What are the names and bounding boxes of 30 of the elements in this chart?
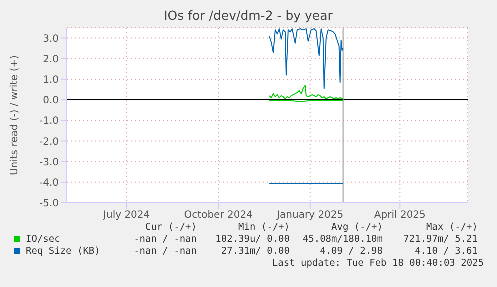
text: 4.09 / 2.98 [320, 246, 383, 257]
text: Max (-/+) [426, 222, 478, 233]
x-tick-label: April 2025 [374, 210, 426, 222]
y-tick-label: -5.0 [39, 198, 59, 210]
y-tick-label: 1.0 [43, 75, 59, 86]
text: 4.10 / 3.61 [415, 246, 478, 257]
y-axis-title: Units read (-) / write (+) [10, 55, 21, 176]
y-tick-label: -3.0 [39, 157, 59, 168]
text: -nan / -nan [134, 246, 197, 257]
text: Min (-/+) [238, 222, 290, 233]
text: -nan / -nan [134, 234, 197, 245]
x-tick-label: July 2024 [102, 210, 150, 222]
y-tick-label: -2.0 [39, 136, 59, 148]
text: 45.08m/180.10m [302, 234, 383, 245]
chart-title: IOs for /dev/dm-2 - by year [163, 8, 334, 23]
text: 27.31m/ 0.00 [221, 246, 290, 257]
y-tick-label: 0.0 [43, 96, 59, 107]
y-tick-label: -4.0 [39, 178, 59, 189]
text: 721.97m/ 5.21 [404, 234, 478, 245]
y-tick-label: -1.0 [39, 116, 59, 128]
text: Avg (-/+) [332, 222, 383, 233]
y-tick-label: 3.0 [43, 34, 59, 45]
legend-label: IO/sec [26, 234, 60, 245]
x-tick-label: January 2025 [276, 210, 344, 222]
legend-label: Req Size (KB) [26, 246, 100, 257]
x-tick-label: October 2024 [184, 210, 253, 222]
text: Cur (-/+) [146, 222, 197, 233]
text: 102.39u/ 0.00 [216, 234, 290, 245]
y-tick-label: 2.0 [43, 54, 59, 66]
text: Last update: Tue Feb 18 00:40:03 2025 [272, 258, 484, 269]
